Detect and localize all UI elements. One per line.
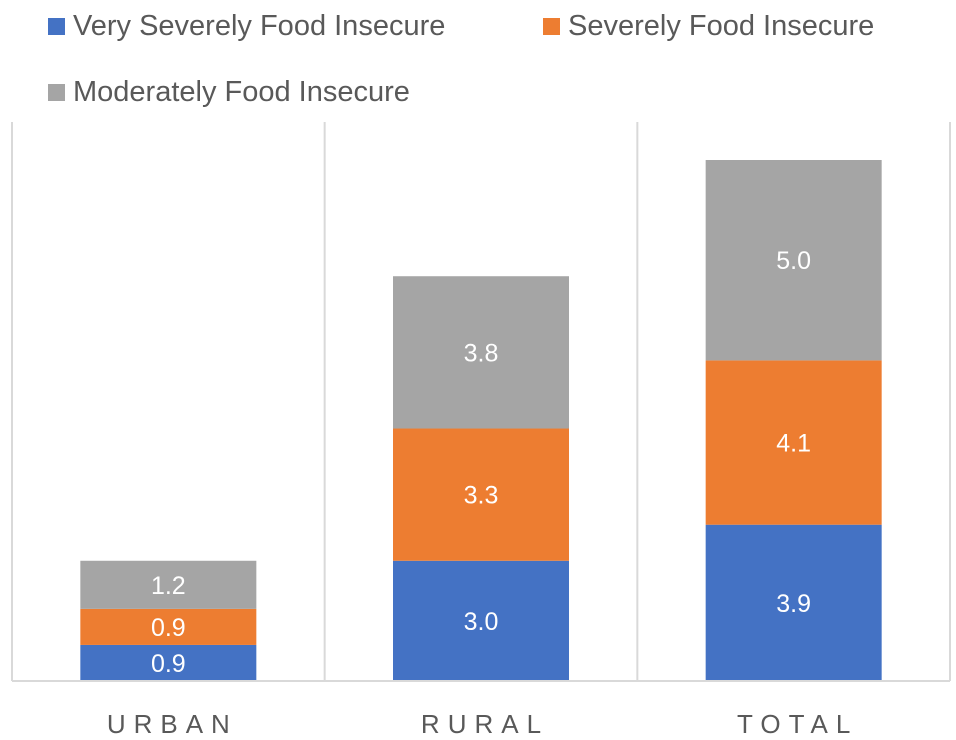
- legend-swatch-very-severe: [48, 18, 65, 35]
- data-label: 5.0: [776, 247, 811, 275]
- bar-segment: [705, 360, 882, 525]
- data-label: 3.3: [464, 482, 499, 510]
- category-separators: [11, 122, 951, 681]
- legend-item-moderate: Moderately Food Insecure: [48, 76, 410, 109]
- bar-segment: [80, 560, 257, 609]
- data-label: 0.9: [151, 650, 186, 678]
- data-label: 3.8: [464, 339, 499, 367]
- legend-swatch-moderate: [48, 84, 65, 101]
- legend-label-severe: Severely Food Insecure: [568, 10, 875, 42]
- category-label: URBAN: [107, 709, 238, 739]
- bar-segment: [705, 524, 882, 681]
- data-label: 4.1: [776, 430, 811, 458]
- data-label: 3.0: [464, 608, 499, 636]
- bar-segment: [80, 608, 257, 645]
- bar-segment: [393, 428, 569, 561]
- category-label: RURAL: [421, 709, 549, 739]
- bar-segment: [393, 560, 569, 681]
- data-labels: 0.9 0.9 1.2 3.0 3.3 3.8 3.9 4.1 5.0: [151, 247, 811, 678]
- legend-swatch-severe: [543, 18, 560, 35]
- legend-label-very-severe: Very Severely Food Insecure: [73, 10, 446, 42]
- bars: [80, 160, 882, 681]
- legend-label-moderate: Moderately Food Insecure: [73, 76, 410, 108]
- bar-segment: [80, 644, 257, 681]
- legend-item-severe: Severely Food Insecure: [543, 10, 874, 43]
- bar-segment: [705, 160, 882, 361]
- data-label: 1.2: [151, 572, 186, 600]
- data-label: 0.9: [151, 614, 186, 642]
- bar-segment: [393, 276, 569, 429]
- legend-item-very-severe: Very Severely Food Insecure: [48, 10, 445, 43]
- data-label: 3.9: [776, 590, 811, 618]
- category-label: TOTAL: [737, 709, 858, 739]
- x-axis: URBAN RURAL TOTAL: [12, 680, 950, 739]
